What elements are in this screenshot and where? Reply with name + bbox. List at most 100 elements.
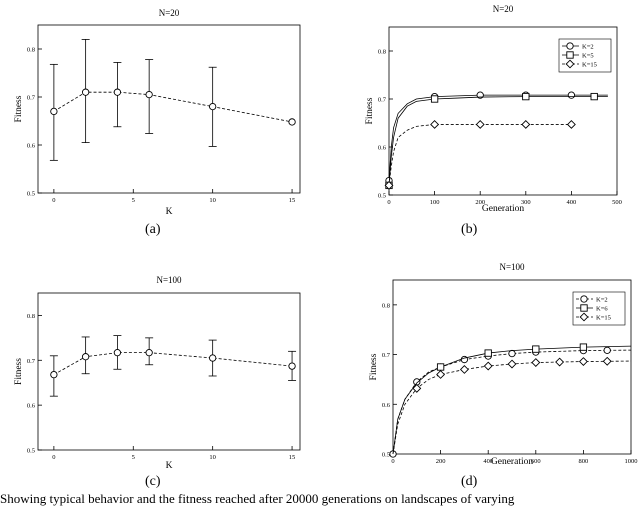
data-point (566, 120, 576, 129)
chart-title: N=100 (156, 275, 182, 285)
data-point (412, 383, 422, 393)
plot-frame (37, 24, 301, 194)
series-line (53, 352, 293, 375)
x-tick-label: 200 (475, 199, 485, 206)
data-point (603, 346, 611, 354)
x-tick-label: 5 (132, 197, 135, 204)
chart-d: 0 200 400 600 800 1000 0.5 0.6 0.7 0.8 N=100 Genera… (369, 262, 638, 467)
y-tick-label: 0.7 (27, 95, 36, 102)
x-axis-label: K (166, 461, 173, 471)
x-tick-label: 15 (289, 197, 296, 204)
series-line (392, 360, 632, 455)
x-tick-label: 15 (289, 454, 296, 461)
data-point (288, 118, 296, 126)
data-point (209, 102, 217, 111)
y-tick-label: 0.7 (378, 97, 387, 104)
legend-marker (580, 304, 588, 312)
data-point (508, 349, 516, 358)
x-tick-label: 10 (209, 454, 216, 461)
x-tick-label: 0 (52, 197, 55, 204)
data-point (145, 90, 153, 99)
legend-label: K=15 (582, 62, 597, 69)
series-K=15 (392, 356, 632, 455)
x-axis-label: Generation (482, 204, 524, 214)
series-0 (49, 39, 296, 161)
series-K=5 (385, 92, 608, 190)
y-tick-label: 0.5 (27, 448, 35, 455)
chart-title: N=20 (493, 4, 514, 14)
data-point (484, 349, 492, 357)
x-tick-label: 0 (52, 454, 55, 461)
caption-b: (b) (461, 222, 478, 237)
data-point (475, 120, 485, 129)
x-tick-label: 5 (132, 454, 135, 461)
y-tick-label: 0.8 (378, 49, 386, 56)
y-axis-label: Fitness (365, 97, 375, 124)
legend-label: K=5 (582, 53, 594, 60)
y-tick-label: 0.6 (27, 143, 36, 150)
legend: K=2 K=6 K=15 (572, 291, 626, 326)
legend-label: K=6 (596, 306, 608, 313)
legend: K=2 K=5 K=15 (558, 38, 612, 73)
legend-label: K=2 (582, 44, 594, 51)
y-tick-label: 0.5 (382, 452, 390, 459)
legend-marker (566, 42, 574, 50)
data-point (288, 362, 296, 370)
legend-marker (579, 312, 589, 322)
chart-c: 0 5 10 15 0.5 0.6 0.7 0.8 N=100 K Fitness (14, 275, 301, 471)
x-axis-label: K (166, 207, 173, 217)
data-point (430, 95, 439, 103)
series-line (392, 345, 632, 455)
data-point (50, 107, 58, 116)
data-point (81, 353, 90, 361)
data-point (522, 92, 530, 101)
data-point (602, 356, 612, 366)
x-tick-label: 10 (209, 197, 216, 204)
data-point (113, 349, 122, 357)
legend-marker (580, 295, 588, 303)
legend-marker (566, 51, 574, 59)
y-tick-label: 0.8 (27, 313, 35, 320)
x-tick-label: 0 (391, 458, 394, 465)
data-point (507, 359, 517, 369)
x-tick-label: 100 (430, 199, 440, 206)
y-axis-label: Fitness (14, 358, 24, 385)
x-axis-label: Generation (491, 457, 533, 467)
caption-c: (c) (145, 474, 161, 489)
data-point (578, 357, 588, 366)
y-tick-label: 0.7 (27, 358, 36, 365)
chart-a: 0 5 10 15 0.5 0.6 0.7 0.8 N=20 K Fitness (14, 8, 301, 217)
series-K=2 (385, 91, 608, 185)
data-point (567, 91, 576, 99)
data-point (436, 370, 446, 379)
data-point (81, 88, 90, 96)
series-line (388, 124, 572, 186)
data-point (521, 120, 531, 129)
data-point (145, 349, 153, 357)
data-point (532, 345, 540, 353)
data-point (555, 357, 565, 367)
y-axis-label: Fitness (369, 353, 379, 380)
y-tick-label: 0.6 (378, 145, 387, 152)
caption-d: (d) (461, 474, 478, 489)
data-point (430, 120, 440, 129)
series-line (388, 94, 608, 181)
data-point (113, 88, 122, 96)
y-tick-label: 0.7 (382, 352, 391, 359)
data-point (50, 370, 58, 379)
series-0 (49, 335, 297, 397)
y-axis-label: Fitness (14, 95, 24, 122)
chart-b: 0 100 200 300 400 500 0.5 0.6 0.7 0.8 N=20 Generati… (365, 4, 622, 214)
x-tick-label: 200 (436, 458, 446, 465)
caption-a: (a) (145, 222, 161, 237)
y-tick-label: 0.5 (378, 193, 386, 200)
data-point (579, 343, 588, 351)
x-tick-label: 300 (521, 199, 531, 206)
y-tick-label: 0.6 (27, 403, 36, 410)
x-tick-label: 600 (531, 458, 541, 465)
series-line (388, 96, 608, 186)
plot-frame (388, 26, 618, 196)
plot-frame (37, 292, 301, 451)
chart-title: N=20 (159, 8, 180, 18)
